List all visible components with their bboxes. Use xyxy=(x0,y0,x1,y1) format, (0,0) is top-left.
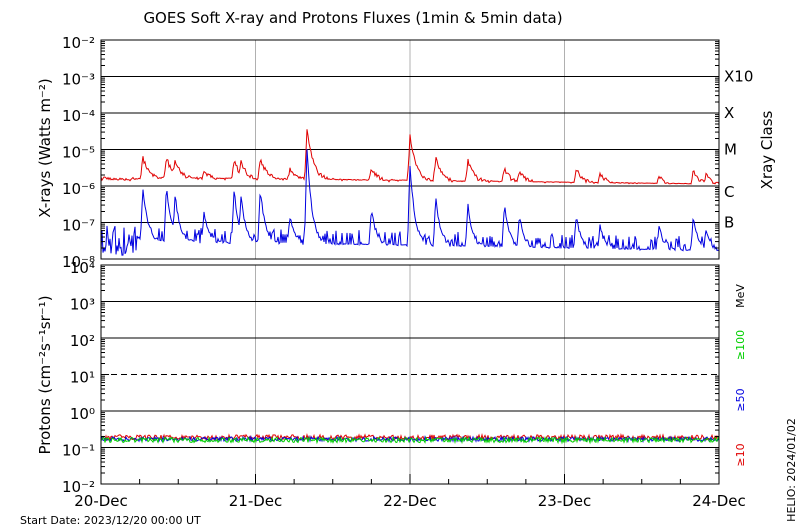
xray-long-series xyxy=(100,129,720,185)
xray-frame xyxy=(100,39,720,260)
xray-tick-label: 10⁻³ xyxy=(62,71,95,89)
proton-frame xyxy=(100,264,720,485)
proton-tick-label: 10² xyxy=(70,332,95,350)
xray-tick-label: 10⁻⁸ xyxy=(62,253,95,271)
proton-ylabel: Protons (cm⁻²s⁻¹sr⁻¹) xyxy=(36,295,54,454)
xray-class-C: C xyxy=(724,183,734,201)
start-date: Start Date: 2023/12/20 00:00 UT xyxy=(20,514,201,527)
xray-tick-label: 10⁻⁷ xyxy=(62,217,95,235)
proton-tick-label: 10¹ xyxy=(70,369,95,387)
proton-tick-label: 10³ xyxy=(70,296,95,314)
xray-short-series xyxy=(100,149,720,256)
xray-class-label: Xray Class xyxy=(758,110,776,189)
proton-series-2 xyxy=(100,435,720,445)
date-tick-label: 23-Dec xyxy=(538,492,592,510)
proton-tick-label: 10⁻¹ xyxy=(62,442,95,460)
proton-unit-label: MeV xyxy=(734,284,747,308)
xray-class-X: X xyxy=(724,104,734,122)
xray-tick-label: 10⁻² xyxy=(62,34,95,52)
xray-tick-label: 10⁻⁴ xyxy=(62,107,95,125)
helio-stamp: HELIO: 2024/01/02 xyxy=(785,418,798,522)
date-tick-label: 21-Dec xyxy=(229,492,283,510)
xray-tick-label: 10⁻⁶ xyxy=(62,180,95,198)
chart-title: GOES Soft X-ray and Protons Fluxes (1min… xyxy=(143,9,562,27)
xray-class-B: B xyxy=(724,214,734,232)
xray-panel: 10⁻⁸ 10⁻⁷ 10⁻⁶ 10⁻⁵ 10⁻⁴ 10⁻³ 10⁻² BC M X X10 X-ra… xyxy=(36,34,776,271)
xray-class-X10: X10 xyxy=(724,68,753,86)
xray-ylabel: X-rays (Watts m⁻²) xyxy=(36,78,54,217)
date-tick-label: 20-Dec xyxy=(74,492,128,510)
proton-tick-label: 10⁴ xyxy=(70,259,95,277)
xray-tick-label: 10⁻⁵ xyxy=(62,144,95,162)
proton-legend-0: ≥10 xyxy=(734,443,747,466)
date-tick-label: 24-Dec xyxy=(692,492,746,510)
proton-tick-label: 10⁰ xyxy=(70,405,95,423)
proton-legend-2: ≥100 xyxy=(734,330,747,360)
proton-legend-1: ≥50 xyxy=(734,388,747,411)
xray-class-M: M xyxy=(724,141,737,159)
proton-series-1 xyxy=(100,435,720,444)
proton-panel: 10⁻² 10⁻¹ 10⁰ 10¹ 10² 10³ 10⁴ 20-Dec 21-Dec 22-De… xyxy=(36,259,747,510)
proton-tick-label: 10⁻² xyxy=(62,478,95,496)
date-tick-label: 22-Dec xyxy=(383,492,437,510)
